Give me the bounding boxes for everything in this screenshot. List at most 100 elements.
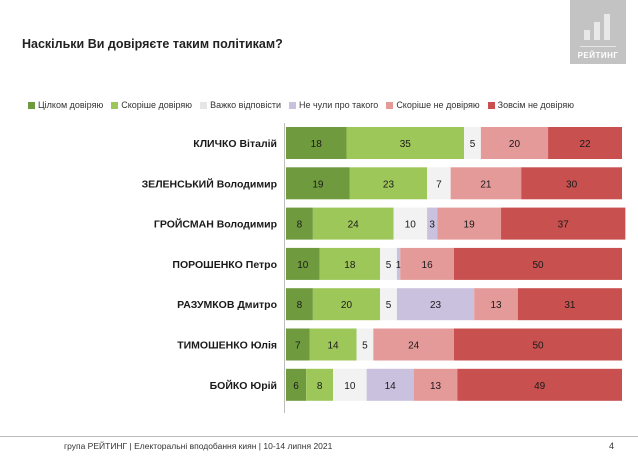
footer-divider bbox=[0, 436, 638, 437]
bar-segment bbox=[309, 328, 357, 361]
data-label: 16 bbox=[422, 260, 434, 271]
data-label: 18 bbox=[344, 260, 356, 271]
bar-segment bbox=[380, 288, 397, 321]
data-label: 49 bbox=[534, 381, 546, 392]
data-label: 14 bbox=[327, 341, 339, 352]
legend-label: Скоріше довіряю bbox=[121, 100, 193, 110]
data-label: 8 bbox=[297, 300, 303, 311]
legend-swatch bbox=[200, 101, 208, 109]
data-label: 13 bbox=[490, 300, 502, 311]
chart-legend: Цілком довіряю Скоріше довіряю Важко відпо… bbox=[28, 98, 582, 112]
data-label: 6 bbox=[293, 381, 299, 392]
legend-item: Скоріше довіряю bbox=[111, 100, 192, 110]
bar-segment bbox=[380, 247, 397, 280]
bar-segment bbox=[286, 328, 310, 361]
bar-segment bbox=[548, 127, 622, 159]
bar-segment bbox=[312, 207, 394, 240]
data-label: 20 bbox=[341, 300, 353, 311]
bar-segment bbox=[286, 167, 350, 200]
data-label: 50 bbox=[532, 341, 544, 352]
legend-item: Важко відповісти bbox=[200, 100, 281, 110]
bar-segment bbox=[346, 127, 465, 159]
bar-segment bbox=[474, 288, 518, 321]
footer-source: група РЕЙТИНГ | Електоральні вподобання … bbox=[64, 441, 333, 451]
bar-segment bbox=[437, 207, 502, 240]
data-label: 5 bbox=[386, 300, 392, 311]
data-label: 13 bbox=[430, 381, 442, 392]
data-label: 19 bbox=[312, 179, 324, 190]
bar-segment bbox=[517, 288, 622, 321]
category-label: ТИМОШЕНКО Юлія bbox=[177, 340, 277, 352]
bar-segment bbox=[312, 288, 381, 321]
data-label: 31 bbox=[564, 300, 576, 311]
bar-segment bbox=[286, 288, 313, 321]
bar-segment bbox=[349, 167, 428, 200]
legend-item: Зовсім не довіряю bbox=[487, 100, 574, 110]
legend-item: Скоріше не довіряю bbox=[386, 100, 480, 110]
category-label: ЗЕЛЕНСЬКИЙ Володимир bbox=[142, 177, 277, 190]
data-label: 50 bbox=[532, 260, 544, 271]
data-label: 14 bbox=[385, 381, 397, 392]
bar-segment bbox=[286, 207, 313, 240]
data-label: 8 bbox=[297, 220, 303, 231]
bar-segment bbox=[413, 368, 458, 401]
legend-label: Цілком довіряю bbox=[38, 100, 104, 110]
category-label: РАЗУМКОВ Дмитро bbox=[177, 299, 277, 311]
legend-label: Не чули про такого bbox=[298, 100, 379, 110]
logo-text: РЕЙТИНГ bbox=[577, 51, 619, 60]
data-label: 10 bbox=[405, 220, 417, 231]
data-label: 10 bbox=[297, 260, 309, 271]
legend-swatch bbox=[487, 101, 495, 109]
legend-label: Важко відповісти bbox=[210, 100, 281, 110]
data-label: 1 bbox=[396, 260, 402, 271]
legend-label: Скоріше не довіряю bbox=[396, 100, 480, 110]
data-label: 22 bbox=[579, 139, 591, 150]
data-label: 30 bbox=[566, 179, 578, 190]
legend-item: Не чули про такого bbox=[288, 100, 379, 110]
legend-swatch bbox=[288, 101, 296, 109]
bar-segment bbox=[319, 247, 381, 280]
page-number: 4 bbox=[609, 441, 615, 451]
category-label: ГРОЙСМАН Володимир bbox=[154, 218, 277, 231]
data-label: 8 bbox=[317, 381, 323, 392]
category-label: КЛИЧКО Віталій bbox=[193, 138, 277, 150]
data-label: 7 bbox=[295, 341, 301, 352]
bar-segment bbox=[457, 368, 622, 401]
legend-label: Зовсім не довіряю bbox=[497, 100, 574, 110]
category-label: БОЙКО Юрій bbox=[210, 379, 277, 392]
logo-mark-icon bbox=[580, 8, 616, 47]
bar-segment bbox=[396, 288, 475, 321]
rating-logo: РЕЙТИНГ bbox=[570, 0, 626, 64]
bar-segment bbox=[427, 207, 438, 240]
bar-segment bbox=[286, 127, 347, 159]
bar-segment bbox=[356, 328, 374, 361]
bar-segment bbox=[286, 368, 307, 401]
bar-segment bbox=[396, 247, 401, 280]
data-label: 7 bbox=[436, 179, 442, 190]
bar-segment bbox=[400, 247, 454, 280]
data-label: 24 bbox=[348, 220, 360, 231]
data-label: 37 bbox=[558, 220, 570, 231]
bar-segment bbox=[427, 167, 451, 200]
bar-segment bbox=[286, 247, 320, 280]
data-label: 10 bbox=[344, 381, 356, 392]
bar-segment bbox=[454, 247, 622, 280]
bar-segment bbox=[306, 368, 334, 401]
bar-segment bbox=[480, 127, 549, 159]
data-label: 35 bbox=[400, 139, 412, 150]
data-label: 5 bbox=[470, 139, 476, 150]
bar-segment bbox=[366, 368, 414, 401]
data-label: 5 bbox=[362, 341, 368, 352]
data-label: 23 bbox=[383, 179, 395, 190]
data-label: 24 bbox=[408, 341, 420, 352]
data-label: 23 bbox=[430, 300, 442, 311]
bar-segment bbox=[454, 328, 622, 361]
bar-segment bbox=[464, 127, 481, 159]
bar-segment bbox=[393, 207, 428, 240]
data-label: 3 bbox=[429, 220, 435, 231]
chart-title: Наскільки Ви довіряєте таким політикам? bbox=[22, 37, 283, 51]
category-axis-line bbox=[284, 123, 285, 413]
category-label: ПОРОШЕНКО Петро bbox=[172, 259, 277, 271]
legend-swatch bbox=[28, 101, 35, 109]
